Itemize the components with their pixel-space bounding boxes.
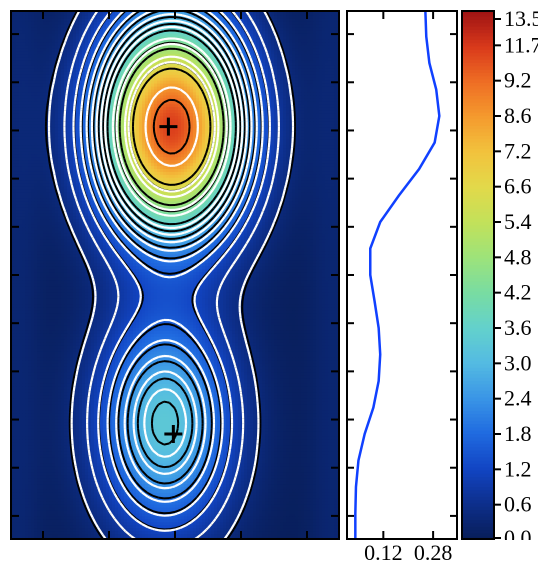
contour-panel [10, 10, 340, 540]
profile-plot: 0.120.28 [346, 10, 458, 562]
colorbar: 0.00.61.21.82.43.03.64.24.85.46.67.28.69… [460, 10, 538, 540]
contour-plot [10, 10, 340, 540]
profile-panel: 0.120.28 [346, 10, 458, 562]
figure-container: 0.120.28 0.00.61.21.82.43.03.64.24.85.46… [10, 10, 540, 562]
colorbar-panel: 0.00.61.21.82.43.03.64.24.85.46.67.28.69… [460, 10, 538, 540]
